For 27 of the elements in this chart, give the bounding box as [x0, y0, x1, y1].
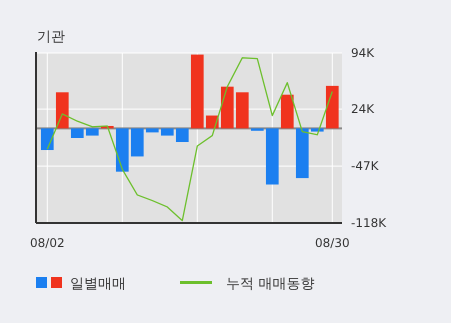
bar	[130, 128, 144, 156]
bar	[56, 92, 69, 128]
bar	[280, 94, 294, 128]
line-series	[46, 57, 333, 222]
legend-label: 누적 매매동향	[226, 276, 314, 292]
bar	[116, 128, 129, 172]
x-tick-label: 08/30	[315, 236, 350, 250]
bar	[220, 86, 234, 128]
x-tick-label: 08/02	[30, 236, 65, 250]
bar	[236, 92, 249, 128]
chart-title: 기관	[37, 29, 65, 45]
bar	[190, 54, 204, 128]
bar	[266, 128, 279, 185]
y-tick-label: -47K	[351, 159, 380, 174]
bar	[86, 128, 99, 136]
legend-label: 일별매매	[70, 276, 126, 292]
bar	[146, 128, 159, 132]
bar	[326, 86, 339, 128]
bar	[160, 128, 174, 136]
bar	[70, 128, 84, 138]
y-tick-label: 24K	[351, 102, 376, 116]
bar	[40, 128, 54, 150]
bar	[250, 128, 264, 131]
bar	[176, 128, 189, 142]
bar	[296, 128, 309, 178]
y-tick-label: -118K	[351, 216, 388, 230]
y-tick-label: 94K	[351, 46, 376, 60]
